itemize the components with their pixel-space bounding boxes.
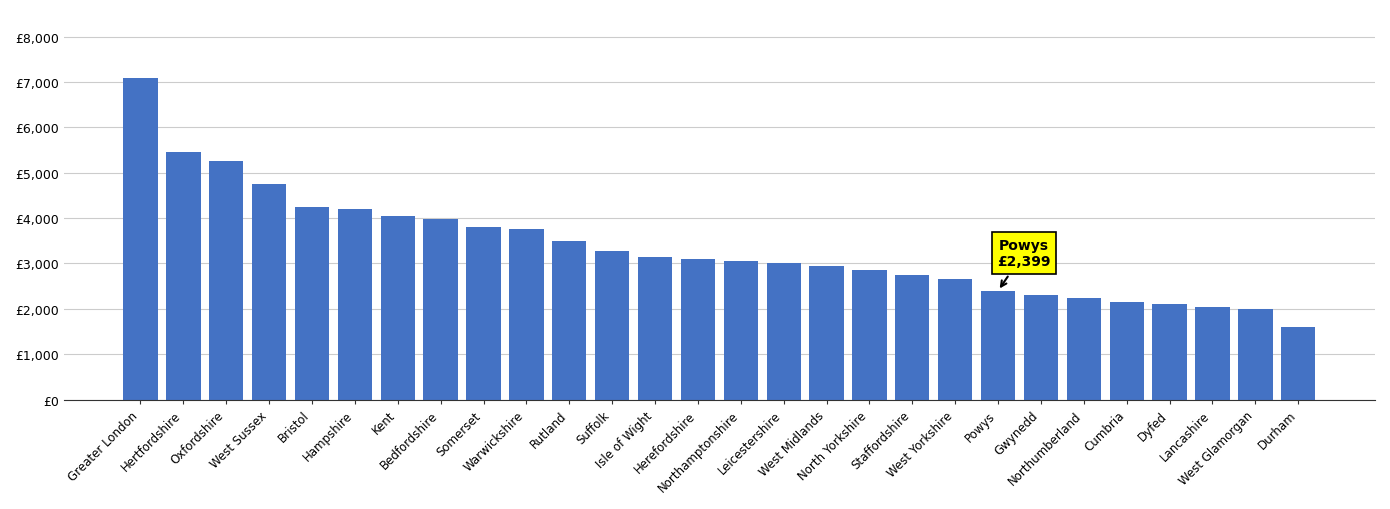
Bar	[1152, 305, 1187, 400]
Bar	[1195, 307, 1230, 400]
Text: Powys
£2,399: Powys £2,399	[997, 238, 1051, 287]
Bar	[338, 210, 373, 400]
Bar	[1109, 302, 1144, 400]
Bar	[809, 266, 844, 400]
Bar	[208, 162, 243, 400]
Bar	[681, 260, 714, 400]
Bar	[124, 78, 157, 400]
Bar	[167, 153, 200, 400]
Bar	[552, 241, 587, 400]
Bar	[981, 291, 1015, 400]
Bar	[638, 257, 673, 400]
Bar	[509, 230, 543, 400]
Bar	[252, 185, 286, 400]
Bar	[1066, 298, 1101, 400]
Bar	[766, 264, 801, 400]
Bar	[724, 262, 758, 400]
Bar	[595, 251, 630, 400]
Bar	[1024, 296, 1058, 400]
Bar	[295, 207, 329, 400]
Bar	[895, 275, 930, 400]
Bar	[938, 280, 973, 400]
Bar	[852, 271, 887, 400]
Bar	[381, 216, 416, 400]
Bar	[1238, 309, 1272, 400]
Bar	[424, 219, 457, 400]
Bar	[1282, 327, 1315, 400]
Bar	[467, 228, 500, 400]
